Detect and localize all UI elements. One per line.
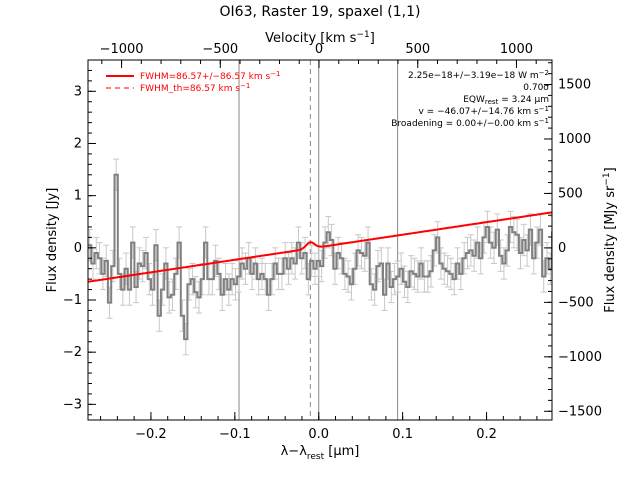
righttick-label-0: −1500 [558, 404, 602, 419]
xtick-label-2: 0.0 [308, 427, 329, 442]
annotation-flux: 2.25e−18+/−3.19e−18 W m−2 [408, 69, 549, 81]
toptick-label-3: 500 [405, 42, 430, 57]
fit-model [88, 211, 552, 283]
righttick-label-5: 1000 [558, 132, 591, 147]
ytick-label-2: −1 [63, 293, 82, 308]
spectrum-steps [88, 173, 552, 341]
ytick-label-5: 2 [74, 136, 82, 151]
righttick-label-6: 1500 [558, 78, 591, 93]
righttick-label-3: 0 [558, 241, 566, 256]
xtick-label-1: −0.1 [219, 427, 251, 442]
annotation-velocity: v = −46.07+/−14.76 km s−1 [419, 105, 550, 117]
righttick-label-2: −500 [558, 295, 594, 310]
xtick-label-3: 0.1 [392, 427, 413, 442]
fit-annotations: 2.25e−18+/−3.19e−18 W m−2 0.70σ EQWrest … [391, 69, 549, 129]
toptick-label-0: −1000 [100, 42, 144, 57]
toptick-label-1: −500 [202, 42, 238, 57]
chart-title: OI63, Raster 19, spaxel (1,1) [220, 4, 421, 20]
plot-frame [87, 59, 553, 421]
annotation-broadening: Broadening = 0.00+/−0.00 km s−1 [391, 117, 549, 129]
fit-curve [88, 211, 552, 283]
ytick-label-4: 1 [74, 189, 82, 204]
ytick-label-6: 3 [74, 84, 82, 99]
toptick-label-4: 1000 [500, 42, 533, 57]
top-axis-label: Velocity [km s−1] [265, 30, 375, 46]
vertical-guide-lines [238, 60, 399, 420]
legend: FWHM=86.57+/−86.57 km s−1 FWHM_th=86.57 … [106, 70, 281, 94]
right-axis-label: Flux density [MJy sr−1] [602, 167, 618, 312]
xtick-label-0: −0.2 [135, 427, 167, 442]
ytick-label-0: −3 [63, 397, 82, 412]
righttick-label-4: 500 [558, 186, 583, 201]
annotation-sigma: 0.70σ [523, 83, 549, 93]
legend-label-fwhm: FWHM=86.57+/−86.57 km s−1 [140, 70, 281, 82]
bottom-axis-label: λ−λrest [μm] [281, 444, 360, 462]
righttick-label-1: −1000 [558, 350, 602, 365]
xtick-label-4: 0.2 [476, 427, 497, 442]
toptick-label-2: 0 [315, 42, 323, 57]
axis-ticks: −0.2 −0.1 0.0 0.1 0.2 −3 −2 −1 0 1 2 3 −1000 −500 0 500… [63, 42, 602, 442]
annotation-eqw: EQWrest = 3.24 μm [463, 95, 549, 106]
ytick-label-3: 0 [74, 241, 82, 256]
ytick-label-1: −2 [63, 345, 82, 360]
left-axis-label: Flux density [Jy] [45, 188, 60, 293]
legend-label-fwhm-th: FWHM_th=86.57 km s−1 [140, 82, 250, 94]
